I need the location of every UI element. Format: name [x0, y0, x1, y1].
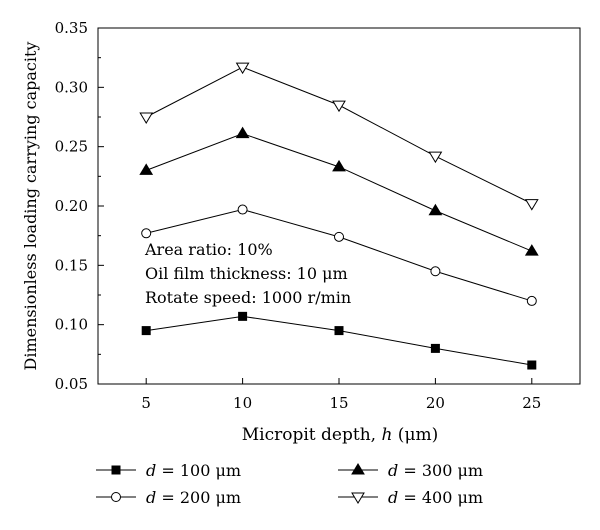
data-point [524, 199, 539, 211]
y-tick-label: 0.25 [55, 138, 88, 156]
legend-label-var: d [388, 461, 398, 480]
legend-label-var: d [388, 488, 398, 507]
data-point [527, 360, 537, 370]
series-2 [141, 204, 537, 306]
legend-item-3: d = 300 μm [338, 461, 483, 480]
annotation-rotate-speed: Rotate speed: 1000 r/min [145, 288, 351, 307]
legend-item-2: d = 200 μm [96, 488, 241, 507]
data-point [235, 126, 250, 139]
series-line [146, 315, 532, 366]
data-point [237, 204, 248, 215]
x-tick-label: 10 [233, 394, 252, 412]
series-3 [139, 126, 539, 256]
x-axis-label: Micropit depth, h (μm) [242, 425, 439, 445]
series-1 [141, 311, 537, 370]
y-axis-label: Dimensionless loading carrying capacity [21, 42, 40, 371]
data-point [139, 112, 154, 124]
legend-label: d = 200 μm [146, 488, 241, 507]
legend-label-var: d [146, 488, 156, 507]
y-tick-label: 0.30 [55, 78, 88, 96]
y-tick-label: 0.15 [55, 256, 88, 274]
legend-marker [111, 492, 121, 502]
legend-label: d = 300 μm [388, 461, 483, 480]
legend-label: d = 100 μm [146, 461, 241, 480]
data-point [526, 295, 537, 306]
data-point [430, 266, 441, 277]
x-axis-ticks: 5 10 15 20 25 [141, 378, 541, 412]
y-tick-label: 0.05 [55, 375, 88, 393]
y-tick-label: 0.35 [55, 19, 88, 37]
series-4 [139, 62, 539, 211]
data-point [141, 228, 152, 239]
annotation-oil-film: Oil film thickness: 10 μm [145, 264, 348, 283]
data-point [139, 163, 154, 175]
x-tick-label: 20 [426, 394, 445, 412]
x-tick-label: 25 [522, 394, 541, 412]
data-point [332, 159, 346, 172]
y-tick-label: 0.20 [55, 197, 88, 215]
legend-label-value: = 200 μm [156, 488, 241, 507]
x-tick-label: 15 [329, 394, 348, 412]
y-tick-label: 0.10 [55, 316, 88, 334]
legend-marker [351, 463, 365, 475]
legend: d = 100 μmd = 200 μmd = 300 μmd = 400 μm [96, 461, 483, 507]
y-axis-ticks: 0.05 0.10 0.15 0.20 0.25 0.30 0.35 [55, 19, 104, 393]
legend-marker [111, 465, 121, 475]
series-layer [139, 62, 539, 370]
legend-label-value: = 100 μm [156, 461, 241, 480]
legend-label-value: = 300 μm [398, 461, 483, 480]
legend-marker [351, 492, 365, 504]
x-axis-label-suffix: (μm) [392, 425, 438, 445]
data-point [334, 326, 344, 336]
x-axis-label-prefix: Micropit depth, [242, 425, 382, 445]
data-point [235, 62, 250, 75]
annotation-area-ratio: Area ratio: 10% [144, 240, 273, 259]
data-point [428, 203, 443, 216]
data-point [524, 244, 539, 256]
annotation-block: Area ratio: 10% Oil film thickness: 10 μ… [144, 240, 351, 307]
data-point [238, 311, 248, 321]
data-point [141, 326, 151, 336]
legend-label: d = 400 μm [388, 488, 483, 507]
legend-item-1: d = 100 μm [96, 461, 241, 480]
x-tick-label: 5 [141, 394, 151, 412]
x-axis-label-var: h [381, 425, 392, 445]
legend-label-value: = 400 μm [398, 488, 483, 507]
data-point [332, 100, 346, 113]
data-point [334, 231, 344, 242]
series-line [145, 66, 533, 205]
legend-item-4: d = 400 μm [338, 488, 483, 507]
data-point [428, 151, 443, 164]
data-point [430, 343, 440, 353]
legend-label-var: d [146, 461, 156, 480]
